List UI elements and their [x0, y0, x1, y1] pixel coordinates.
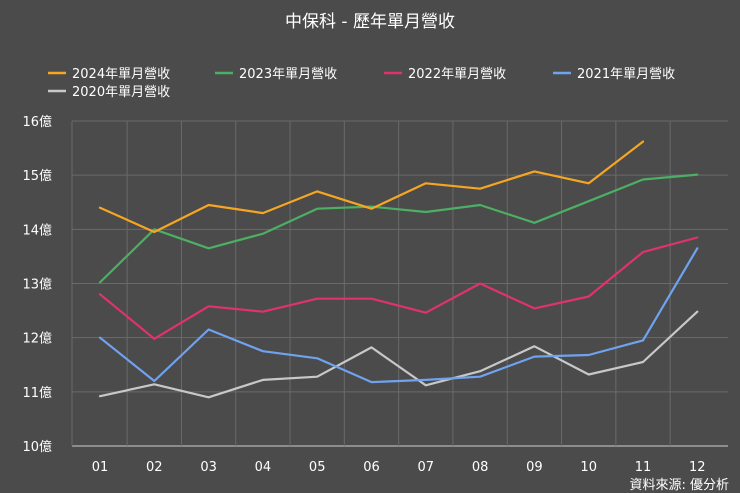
legend-label: 2021年單月營收	[577, 67, 675, 82]
y-tick-label: 12億	[22, 331, 52, 347]
series-line-2023年單月營收	[98, 173, 699, 284]
x-tick-label: 11	[635, 460, 652, 475]
y-tick-label: 14億	[22, 222, 52, 238]
series-line-2024年單月營收	[98, 140, 645, 234]
series-line-2020年單月營收	[98, 310, 699, 399]
y-tick-label: 16億	[22, 114, 52, 130]
y-tick-label: 15億	[22, 168, 52, 184]
legend-label: 2022年單月營收	[408, 67, 506, 82]
chart-title: 中保科 - 歷年單月營收	[285, 12, 455, 32]
x-tick-label: 08	[472, 460, 489, 475]
x-tick-label: 07	[418, 460, 435, 475]
x-tick-label: 05	[309, 460, 326, 475]
legend-label: 2024年單月營收	[72, 67, 170, 82]
y-tick-label: 11億	[22, 385, 52, 401]
x-tick-label: 06	[363, 460, 380, 475]
legend-label: 2020年單月營收	[72, 85, 170, 100]
x-tick-label: 09	[526, 460, 543, 475]
x-axis: 01 02 03 04 05 06 07 08 09 10 11 12	[92, 460, 706, 475]
x-tick-label: 04	[255, 460, 272, 475]
series-line-2022年單月營收	[98, 236, 699, 340]
x-tick-label: 01	[92, 460, 109, 475]
x-tick-label: 10	[580, 460, 597, 475]
x-tick-label: 03	[200, 460, 217, 475]
legend: 2024年單月營收 2023年單月營收 2022年單月營收 2021年單月營收 2020…	[48, 67, 675, 100]
y-axis: 10億 11億 12億 13億 14億 15億 16億	[22, 114, 52, 455]
series-line-2021年單月營收	[98, 247, 699, 384]
legend-label: 2023年單月營收	[239, 67, 337, 82]
x-tick-label: 02	[146, 460, 163, 475]
series-group	[98, 140, 699, 399]
grid	[71, 120, 728, 447]
source-note: 資料來源: 優分析	[629, 478, 729, 493]
y-tick-label: 10億	[22, 439, 52, 455]
y-tick-label: 13億	[22, 277, 52, 293]
x-tick-label: 12	[689, 460, 706, 475]
